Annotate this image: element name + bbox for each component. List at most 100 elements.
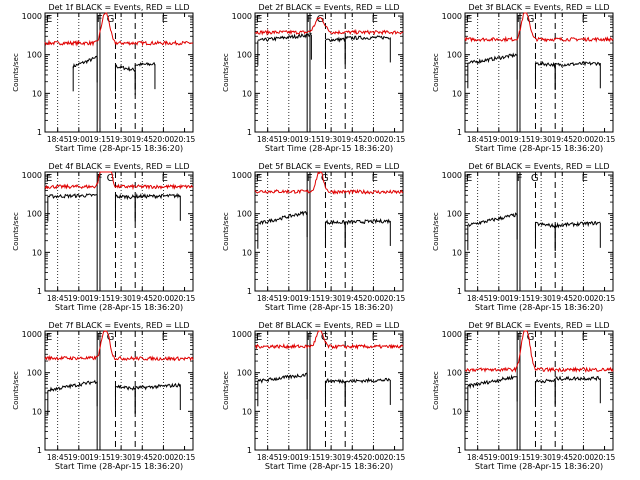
x-tick-label: 19:15 [509,453,531,462]
y-axis-label: Counts/sec [432,371,440,410]
events-curve [344,377,391,384]
y-tick-label: 10 [242,407,252,416]
y-tick-label: 100 [27,369,42,378]
plot-frame [464,12,614,133]
y-axis-label: Counts/sec [222,212,230,251]
x-tick-label: 19:45 [551,453,573,462]
x-tick-label: 19:00 [68,135,90,144]
segment-letter: E [372,173,378,184]
y-axis-label: Counts/sec [432,212,440,251]
segment-letter: F [97,14,103,25]
events-curve [115,64,136,72]
panel-2: Det 2f BLACK = Events, RED = LLD E F G E 1 10 1… [222,3,406,153]
segment-letter: G [321,173,329,184]
panel-5: Det 5f BLACK = Events, RED = LLD E F G E 1 10 1… [222,162,406,312]
panel-title: Det 9f BLACK = Events, RED = LLD [468,321,609,330]
lld-curve [44,171,194,191]
x-tick-label: 18:45 [257,453,279,462]
plot-frame [254,12,404,133]
x-tick-label: 18:45 [47,135,69,144]
y-tick-label: 1000 [232,330,252,339]
x-tick-label: 19:00 [68,453,90,462]
panel-1: Det 1f BLACK = Events, RED = LLD E F G E 1 10 1… [12,3,196,153]
events-curve [325,378,346,384]
y-tick-label: 10 [242,89,252,98]
y-axis-label: Counts/sec [222,371,230,410]
x-tick-label: 19:00 [278,453,300,462]
segment-letter: E [162,332,168,343]
y-axis-label: Counts/sec [12,212,20,251]
x-tick-label: 19:15 [509,294,531,303]
y-tick-label: 10 [32,248,42,257]
y-tick-label: 1000 [442,12,462,21]
segment-letter: F [97,332,103,343]
y-tick-label: 100 [27,51,42,60]
y-axis-label: Counts/sec [432,53,440,92]
x-tick-label: 19:30 [320,453,342,462]
x-tick-label: 19:15 [299,453,321,462]
events-curve [257,372,308,384]
segment-letter: E [582,173,588,184]
y-tick-label: 1 [247,287,252,296]
x-tick-label: 19:45 [551,135,573,144]
x-axis-label: Start Time (28-Apr-15 18:36:20) [475,303,603,312]
lld-curve [464,330,614,373]
segment-letter: F [517,332,523,343]
segment-letter: G [317,14,325,25]
y-tick-label: 1 [37,128,42,137]
lld-curve [255,16,404,36]
y-tick-label: 1 [37,287,42,296]
x-tick-label: 19:15 [509,135,531,144]
y-tick-label: 1 [247,128,252,137]
x-tick-label: 20:00 [153,135,175,144]
segment-letter: E [256,14,262,25]
x-tick-label: 19:15 [89,294,111,303]
x-tick-label: 18:45 [467,453,489,462]
segment-letter: G [527,14,535,25]
segment-letter: F [307,14,313,25]
segment-letter: E [372,14,378,25]
lld-curve [254,171,403,195]
y-tick-label: 1000 [442,171,462,180]
x-tick-label: 18:45 [257,135,279,144]
x-tick-label: 20:15 [384,135,406,144]
x-tick-label: 19:00 [68,294,90,303]
x-tick-label: 19:45 [131,135,153,144]
y-tick-label: 1000 [442,330,462,339]
x-axis-label: Start Time (28-Apr-15 18:36:20) [55,144,183,153]
x-tick-label: 19:30 [110,294,132,303]
panel-title: Det 6f BLACK = Events, RED = LLD [468,162,609,171]
segment-letter: E [466,332,472,343]
y-tick-label: 1000 [22,12,42,21]
x-tick-label: 19:45 [341,135,363,144]
x-tick-label: 20:15 [174,135,196,144]
events-curve [325,36,346,43]
segment-letter: G [531,173,539,184]
panel-title: Det 1f BLACK = Events, RED = LLD [48,3,189,12]
segment-letter: G [107,14,115,25]
x-tick-label: 20:00 [363,294,385,303]
segment-letter: E [466,173,472,184]
plot-frame [464,171,614,292]
panel-6: Det 6f BLACK = Events, RED = LLD E F G E 1 10 1… [432,162,616,312]
segment-letter: G [321,332,329,343]
x-axis-label: Start Time (28-Apr-15 18:36:20) [55,462,183,471]
plot-frame [44,171,194,292]
panel-3: Det 3f BLACK = Events, RED = LLD E F G E 1 10 1… [432,3,616,153]
segment-letter: E [256,173,262,184]
events-curve [134,192,181,200]
segment-letter: E [46,173,52,184]
events-curve [134,382,181,391]
x-tick-label: 19:00 [278,135,300,144]
segment-letter: G [527,332,535,343]
x-axis-label: Start Time (28-Apr-15 18:36:20) [265,303,393,312]
segment-letter: G [107,332,115,343]
x-tick-label: 19:30 [320,135,342,144]
x-tick-label: 19:15 [89,135,111,144]
y-tick-label: 1000 [22,330,42,339]
x-axis-label: Start Time (28-Apr-15 18:36:20) [265,462,393,471]
panel-title: Det 5f BLACK = Events, RED = LLD [258,162,399,171]
x-tick-label: 19:30 [320,294,342,303]
y-tick-label: 10 [32,407,42,416]
